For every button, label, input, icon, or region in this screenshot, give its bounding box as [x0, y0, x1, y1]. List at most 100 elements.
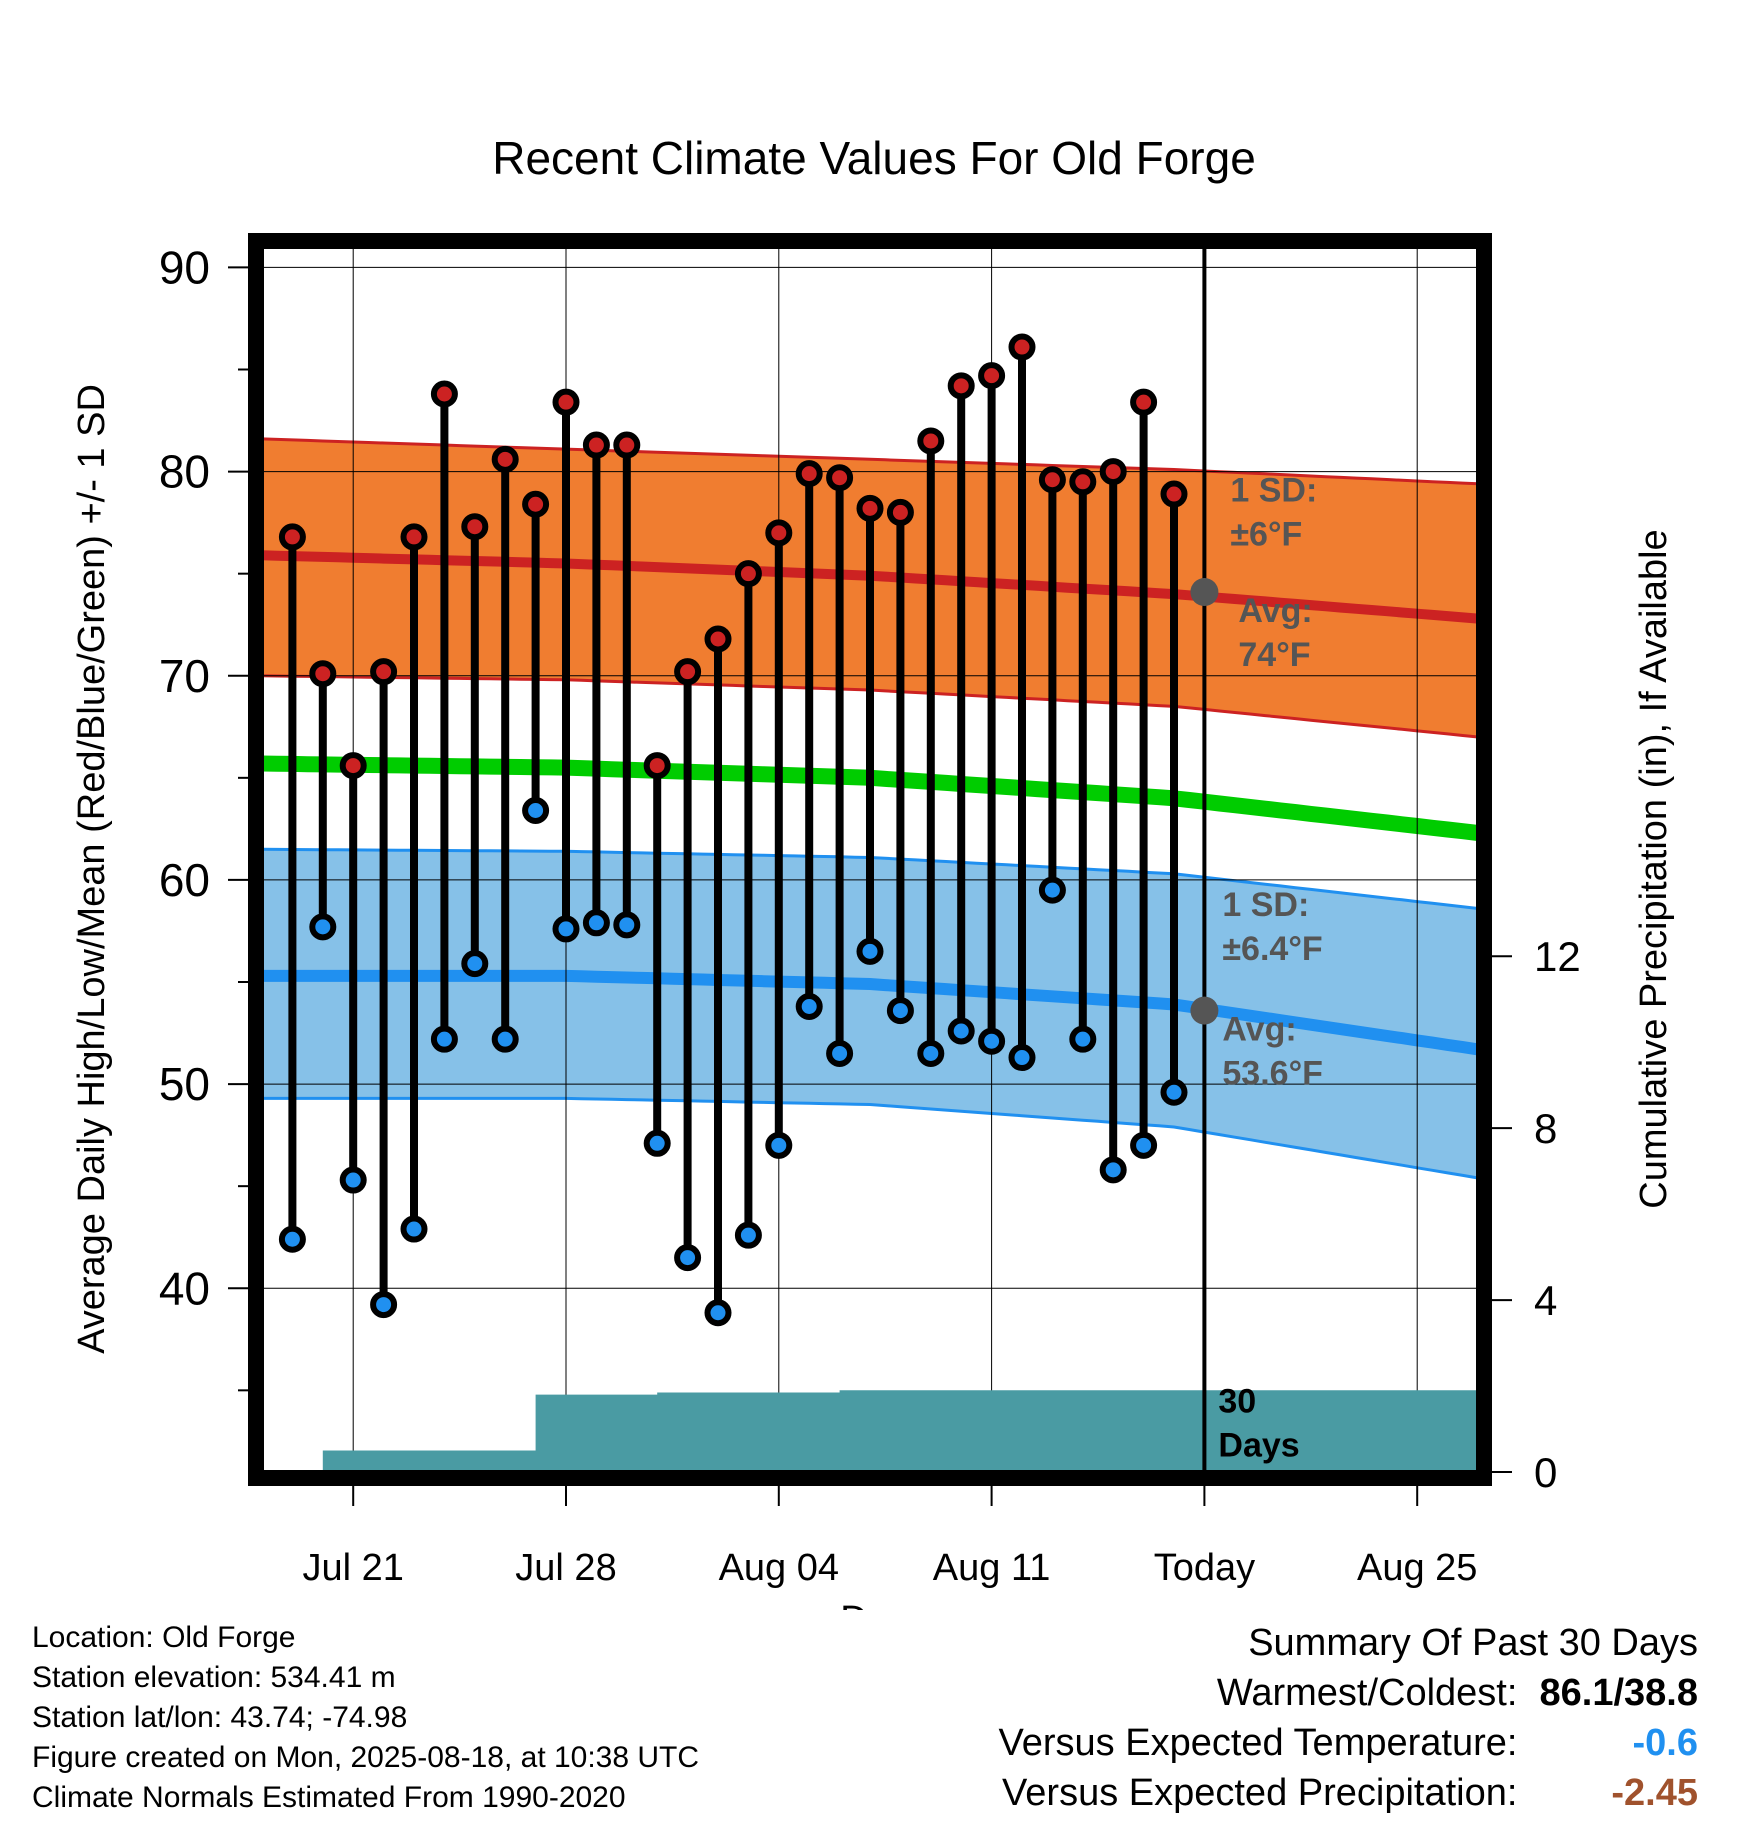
high-point — [309, 660, 337, 688]
y2-tick-label: 4 — [1534, 1277, 1557, 1324]
low-point — [400, 1215, 428, 1243]
low-point — [826, 1039, 854, 1067]
high-point — [886, 498, 914, 526]
low-point — [947, 1017, 975, 1045]
x-axis-title: Day — [840, 1599, 908, 1610]
low-point — [1099, 1156, 1127, 1184]
y2-tick-label: 0 — [1534, 1449, 1557, 1496]
high-point — [400, 523, 428, 551]
high-point — [430, 380, 458, 408]
chart-title: Recent Climate Values For Old Forge — [492, 132, 1256, 184]
low-point — [491, 1025, 519, 1053]
low-point — [522, 797, 550, 824]
low-point — [1008, 1044, 1036, 1072]
x-tick-label: Today — [1154, 1547, 1255, 1589]
x-tick-label: Aug 04 — [719, 1547, 839, 1589]
high-sd-value: ±6°F — [1230, 516, 1302, 554]
location-text: Location: Old Forge — [32, 1621, 296, 1654]
high-point — [795, 460, 823, 488]
low-point — [643, 1129, 671, 1157]
warm-cold-row: Warmest/Coldest: 86.1/38.8 — [999, 1668, 1698, 1718]
high-avg-label: Avg: — [1238, 592, 1312, 630]
high-avg-marker — [1190, 578, 1219, 607]
x-tick-label: Aug 11 — [933, 1547, 1051, 1589]
summary-title: Summary Of Past 30 Days — [1248, 1622, 1698, 1664]
annotations: 1 SD: ±6°F Avg: 74°F 1 SD: ±6.4°F Avg: 53.6°F 30… — [1190, 239, 1323, 1472]
high-point — [856, 494, 884, 522]
x-tick-label: Jul 21 — [302, 1547, 403, 1589]
low-point — [795, 993, 823, 1020]
high-point — [1099, 458, 1127, 486]
low-point — [704, 1299, 732, 1327]
high-point — [978, 362, 1006, 390]
low-point — [582, 909, 610, 937]
low-point — [430, 1025, 458, 1053]
low-point — [765, 1131, 793, 1159]
y-tick-label: 60 — [159, 854, 210, 906]
precip-label: Versus Expected Precipitation: — [1002, 1772, 1518, 1814]
low-point — [886, 997, 914, 1025]
high-point — [734, 560, 762, 588]
warm-cold-label: Warmest/Coldest: — [1216, 1672, 1518, 1714]
y-tick-label: 90 — [159, 241, 210, 293]
daily-range-stems — [288, 347, 1178, 1313]
high-point — [1008, 333, 1036, 361]
plot-frame — [248, 233, 1492, 1486]
low-point — [613, 911, 641, 939]
y2-tick-label: 8 — [1534, 1105, 1557, 1152]
high-sd-label: 1 SD: — [1230, 472, 1317, 510]
low-sd-label: 1 SD: — [1222, 886, 1309, 924]
precip-area — [292, 1390, 1478, 1472]
summary-panel: Summary Of Past 30 Days Warmest/Coldest:… — [999, 1618, 1698, 1818]
y-tick-label: 40 — [159, 1262, 210, 1314]
high-point — [582, 431, 610, 459]
high-point — [278, 523, 306, 551]
temp-row: Versus Expected Temperature: -0.6 — [999, 1718, 1698, 1768]
high-avg-value: 74°F — [1238, 636, 1310, 674]
days-unit-label: Days — [1218, 1426, 1299, 1464]
low-avg-value: 53.6°F — [1222, 1055, 1323, 1093]
climate-chart: Recent Climate Values For Old Forge 1 SD… — [71, 132, 1675, 1610]
warm-cold-value: 86.1/38.8 — [1539, 1672, 1698, 1714]
x-tick-label: Aug 25 — [1357, 1547, 1477, 1589]
high-point — [461, 513, 489, 541]
high-point — [1069, 468, 1097, 496]
temp-label: Versus Expected Temperature: — [998, 1722, 1518, 1764]
low-point — [856, 937, 884, 965]
created-text: Figure created on Mon, 2025-08-18, at 10… — [32, 1741, 700, 1774]
low-mean-line — [262, 969, 1479, 1056]
low-point — [1130, 1131, 1158, 1159]
low-point — [278, 1225, 306, 1253]
high-point — [552, 388, 580, 416]
low-point — [370, 1291, 398, 1319]
low-point — [674, 1244, 702, 1272]
high-point — [947, 372, 975, 400]
high-point — [370, 658, 398, 686]
high-point — [674, 658, 702, 686]
normals-text: Climate Normals Estimated From 1990-2020 — [32, 1781, 626, 1814]
low-point — [734, 1221, 762, 1249]
high-point — [613, 431, 641, 459]
high-point — [491, 445, 519, 473]
elevation-text: Station elevation: 534.41 m — [32, 1661, 396, 1694]
precip-value: -2.45 — [1611, 1772, 1698, 1814]
high-point — [765, 519, 793, 547]
latlon-text: Station lat/lon: 43.74; -74.98 — [32, 1701, 408, 1734]
axes: Jul 21 Jul 28 Aug 04 Aug 11 Today Aug 2540506… — [159, 233, 1581, 1589]
low-lower-line — [262, 1096, 1479, 1180]
high-point — [917, 427, 945, 455]
low-point — [917, 1039, 945, 1067]
low-point — [978, 1027, 1006, 1055]
low-point — [309, 913, 337, 941]
high-point — [1038, 466, 1066, 494]
y2-axis-title: Cumulative Precipitation (in), If Availa… — [1633, 529, 1675, 1208]
y-tick-label: 80 — [159, 446, 210, 498]
low-point — [461, 950, 489, 978]
high-point — [1130, 388, 1158, 416]
low-avg-label: Avg: — [1222, 1011, 1296, 1049]
low-sd-value: ±6.4°F — [1222, 930, 1322, 968]
y-axis-title: Average Daily High/Low/Mean (Red/Blue/Gr… — [71, 384, 113, 1354]
high-point — [643, 752, 671, 780]
daily-points — [278, 333, 1188, 1327]
y-tick-label: 70 — [159, 650, 210, 702]
